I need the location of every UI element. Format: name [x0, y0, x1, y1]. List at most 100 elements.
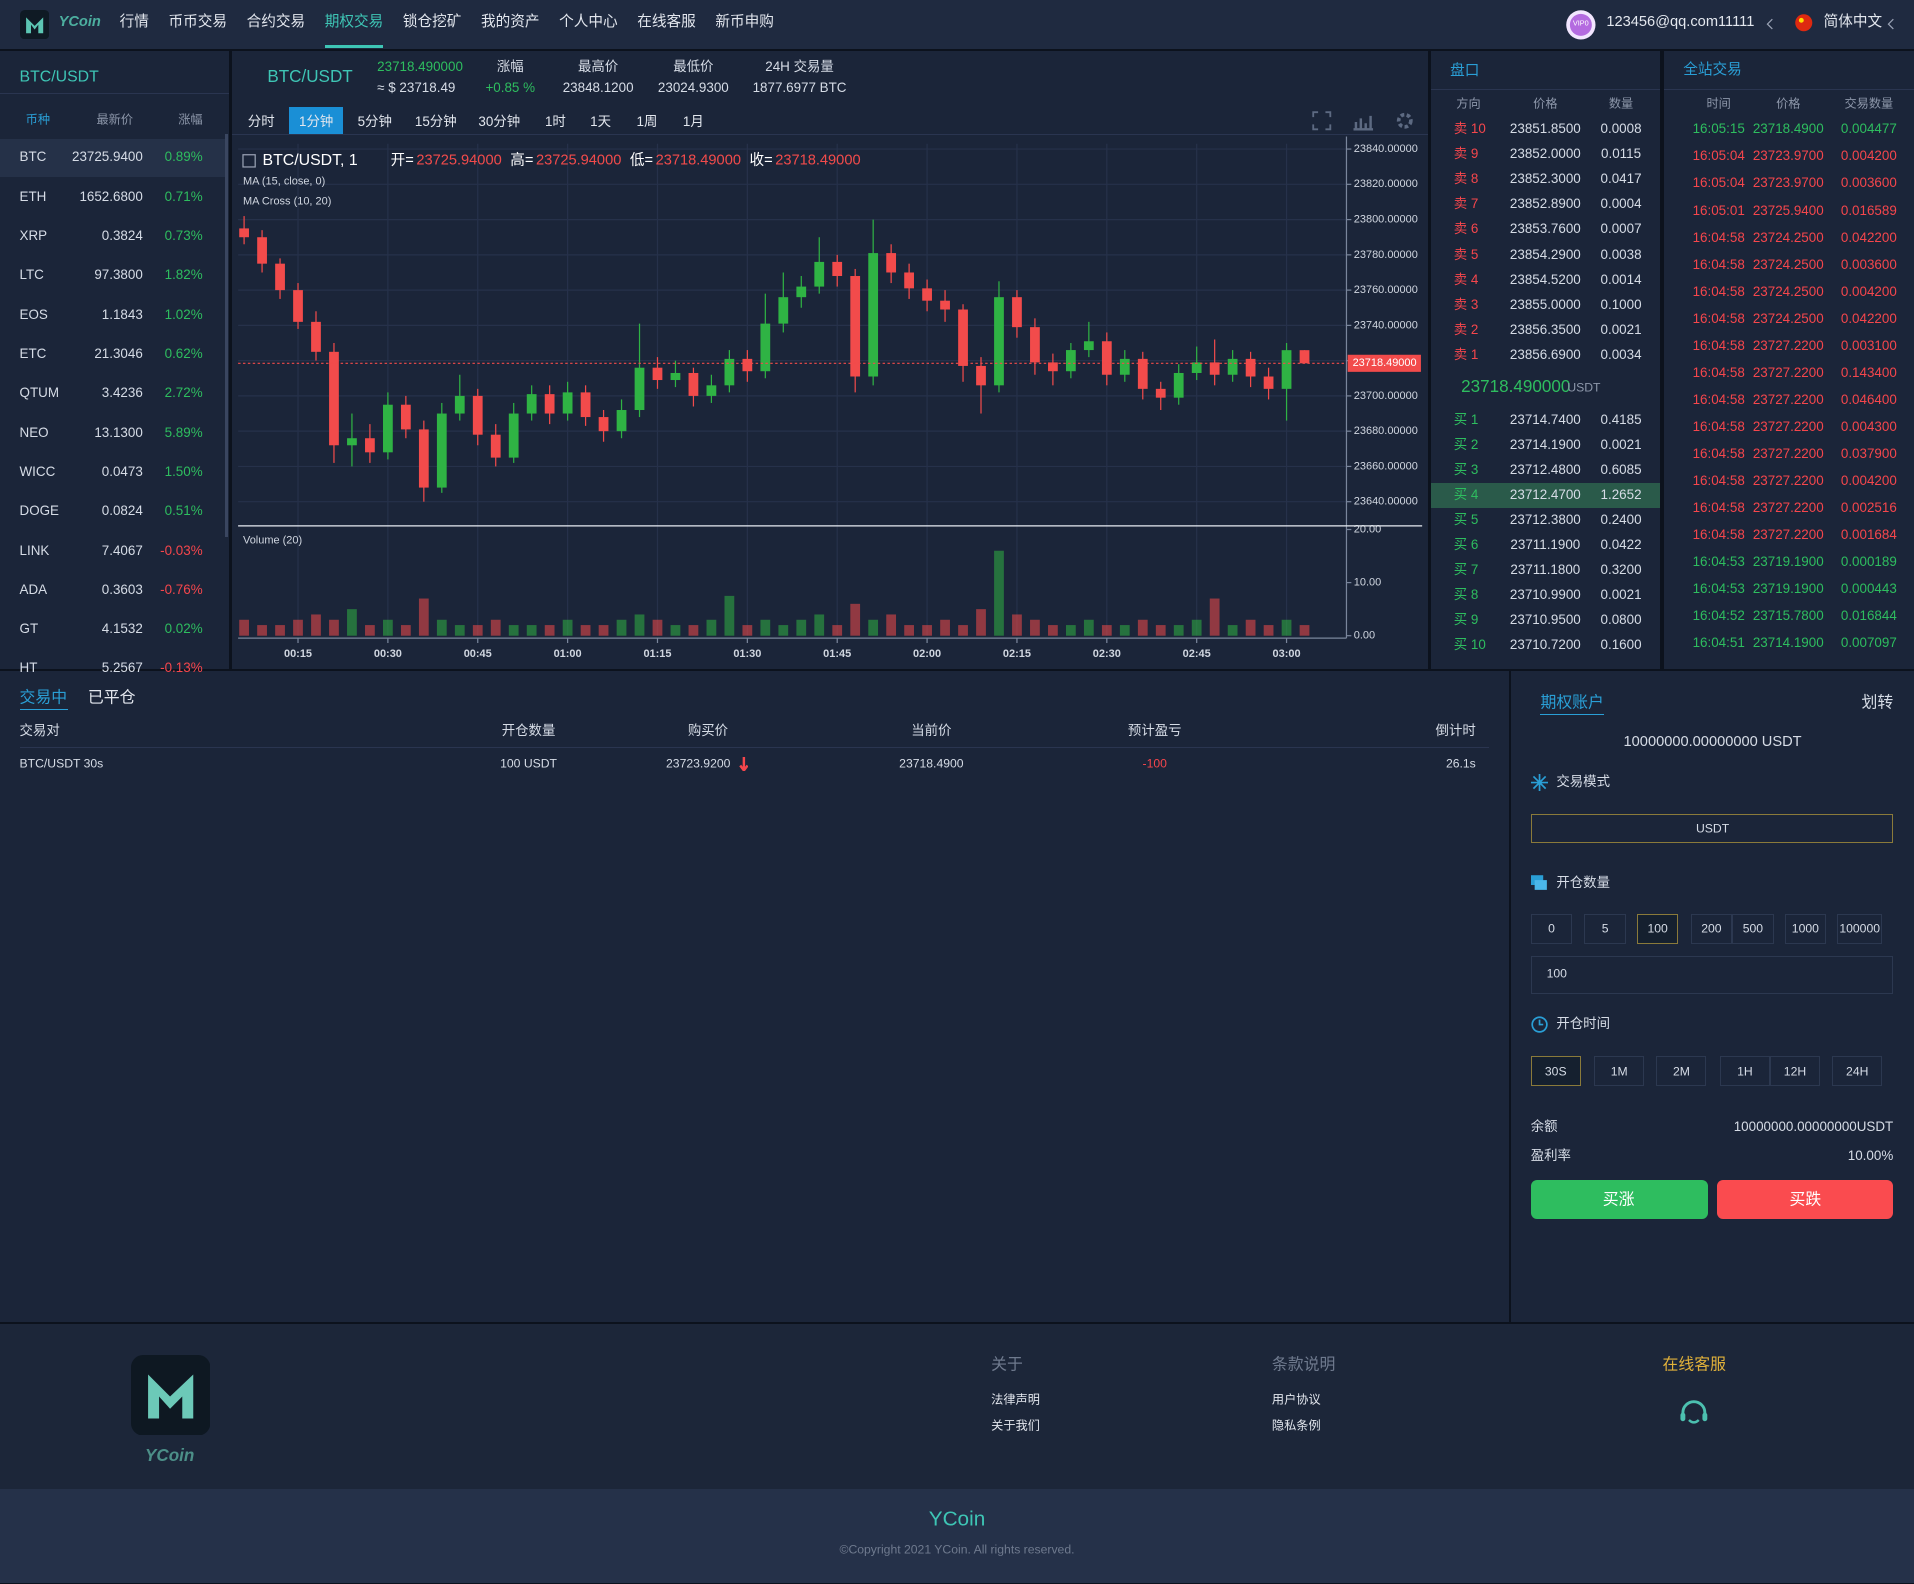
nav-item[interactable]: 在线客服: [637, 14, 696, 31]
amount-input-value[interactable]: 100: [1546, 966, 1567, 981]
interval-button[interactable]: 1天: [590, 114, 611, 130]
interval-button[interactable]: 分时: [247, 114, 275, 130]
market-symbol[interactable]: ADA: [19, 581, 48, 597]
amount-label[interactable]: 500: [1742, 921, 1764, 936]
amount-button[interactable]: [1784, 914, 1827, 944]
footer-link[interactable]: 关于我们: [991, 1418, 1040, 1433]
nav-item[interactable]: 币币交易: [168, 14, 227, 31]
chart-toolbar[interactable]: [1312, 111, 1422, 133]
market-change[interactable]: -0.13%: [160, 660, 203, 676]
time-button[interactable]: [1719, 1055, 1770, 1087]
amount-button[interactable]: [1732, 914, 1774, 944]
market-change[interactable]: 0.62%: [164, 345, 203, 361]
buy-up-button[interactable]: [1530, 1180, 1708, 1220]
amount-label[interactable]: 1000: [1791, 921, 1819, 936]
time-label[interactable]: 1M: [1610, 1064, 1628, 1079]
time-label[interactable]: 24H: [1846, 1064, 1869, 1079]
market-change[interactable]: 1.82%: [164, 267, 203, 283]
nav-item[interactable]: 我的资产: [480, 14, 540, 31]
nav-item[interactable]: 新币申购: [715, 14, 774, 31]
amount-button[interactable]: [1584, 914, 1626, 944]
market-change[interactable]: 1.02%: [164, 306, 203, 322]
user-account[interactable]: 123456@qq.com11111: [1606, 14, 1755, 31]
market-price[interactable]: 7.4067: [101, 542, 143, 558]
amount-button[interactable]: [1837, 914, 1883, 944]
amount-input[interactable]: [1530, 955, 1894, 994]
market-price[interactable]: 4.1532: [101, 621, 143, 637]
amount-label[interactable]: 100000: [1839, 921, 1881, 936]
time-button[interactable]: [1832, 1055, 1883, 1087]
chevron[interactable]: [1765, 18, 1775, 30]
time-label[interactable]: 2M: [1672, 1064, 1690, 1079]
market-symbol[interactable]: ETC: [19, 345, 47, 361]
mode-value[interactable]: USDT: [1695, 821, 1730, 836]
interval-button[interactable]: 1时: [544, 114, 566, 130]
market-symbol[interactable]: BTC: [19, 149, 47, 165]
market-symbol[interactable]: HT: [19, 660, 38, 676]
nav-item[interactable]: 行情: [119, 14, 149, 31]
amount-label[interactable]: 0: [1548, 921, 1555, 936]
interval-button[interactable]: 1周: [636, 114, 658, 130]
transfer[interactable]: 划转: [1861, 694, 1894, 712]
market-price[interactable]: 97.3800: [94, 267, 143, 283]
service-icon[interactable]: [1678, 1398, 1710, 1430]
market-price[interactable]: 3.4236: [101, 385, 143, 401]
market-change[interactable]: 0.89%: [164, 149, 203, 165]
amount-button[interactable]: [1690, 914, 1733, 944]
time-label[interactable]: 12H: [1783, 1064, 1807, 1079]
market-change[interactable]: 0.73%: [164, 228, 203, 244]
market-price[interactable]: 23725.9400: [71, 149, 143, 165]
buy-up-label[interactable]: 买涨: [1602, 1191, 1635, 1209]
mode-select[interactable]: [1530, 814, 1894, 844]
footer-service[interactable]: 在线客服: [1662, 1356, 1726, 1374]
footer-link[interactable]: 用户协议: [1271, 1392, 1321, 1407]
interval-button[interactable]: 1分钟: [299, 114, 334, 130]
market-change[interactable]: 1.50%: [164, 463, 203, 479]
account-title[interactable]: 期权账户: [1540, 694, 1604, 712]
interval-button[interactable]: 30分钟: [478, 114, 521, 130]
market-change[interactable]: 5.89%: [164, 424, 203, 440]
market-price[interactable]: 0.0473: [101, 463, 143, 479]
footer-link[interactable]: 隐私条例: [1271, 1418, 1321, 1433]
buy-down-button[interactable]: [1717, 1180, 1894, 1220]
time-button[interactable]: [1769, 1055, 1820, 1087]
nav-item[interactable]: 合约交易: [246, 14, 306, 31]
market-symbol[interactable]: ETH: [19, 188, 47, 204]
market-symbol[interactable]: WICC: [19, 463, 56, 479]
market-symbol[interactable]: NEO: [19, 424, 49, 440]
time-button[interactable]: [1530, 1055, 1581, 1087]
market-change[interactable]: 0.51%: [164, 503, 203, 519]
market-change[interactable]: 0.71%: [164, 188, 203, 204]
nav-item[interactable]: 个人中心: [559, 14, 618, 31]
market-symbol[interactable]: QTUM: [19, 385, 59, 401]
time-label[interactable]: 30S: [1544, 1064, 1567, 1079]
market-symbol[interactable]: DOGE: [19, 503, 59, 519]
market-symbol[interactable]: XRP: [19, 228, 48, 244]
market-price[interactable]: 1.1843: [101, 306, 143, 322]
nav-item[interactable]: 锁仓挖矿: [402, 14, 462, 31]
amount-label[interactable]: 100: [1647, 921, 1668, 936]
tab[interactable]: 交易中: [19, 689, 68, 707]
interval-button[interactable]: 15分钟: [414, 114, 457, 130]
market-symbol[interactable]: LTC: [19, 267, 44, 283]
interval-button[interactable]: 1月: [682, 114, 704, 130]
tab[interactable]: 已平仓: [87, 689, 136, 707]
amount-button[interactable]: [1530, 914, 1573, 944]
nav-item[interactable]: 期权交易: [324, 14, 384, 31]
time-label[interactable]: 1H: [1737, 1064, 1753, 1079]
market-change[interactable]: -0.03%: [160, 542, 203, 558]
market-change[interactable]: 0.02%: [164, 621, 203, 637]
amount-label[interactable]: 5: [1601, 921, 1609, 936]
amount-button[interactable]: [1636, 914, 1679, 944]
chevron[interactable]: [1886, 18, 1896, 30]
market-symbol[interactable]: LINK: [19, 542, 50, 558]
market-symbol[interactable]: EOS: [19, 306, 48, 322]
market-price[interactable]: 5.2567: [101, 660, 143, 676]
time-button[interactable]: [1656, 1055, 1707, 1087]
market-change[interactable]: -0.76%: [160, 581, 203, 597]
market-price[interactable]: 13.1300: [94, 424, 143, 440]
language[interactable]: 简体中文: [1823, 14, 1883, 31]
footer-link[interactable]: 法律声明: [991, 1392, 1040, 1407]
market-price[interactable]: 1652.6800: [79, 188, 143, 204]
market-price[interactable]: 0.3824: [101, 228, 143, 244]
